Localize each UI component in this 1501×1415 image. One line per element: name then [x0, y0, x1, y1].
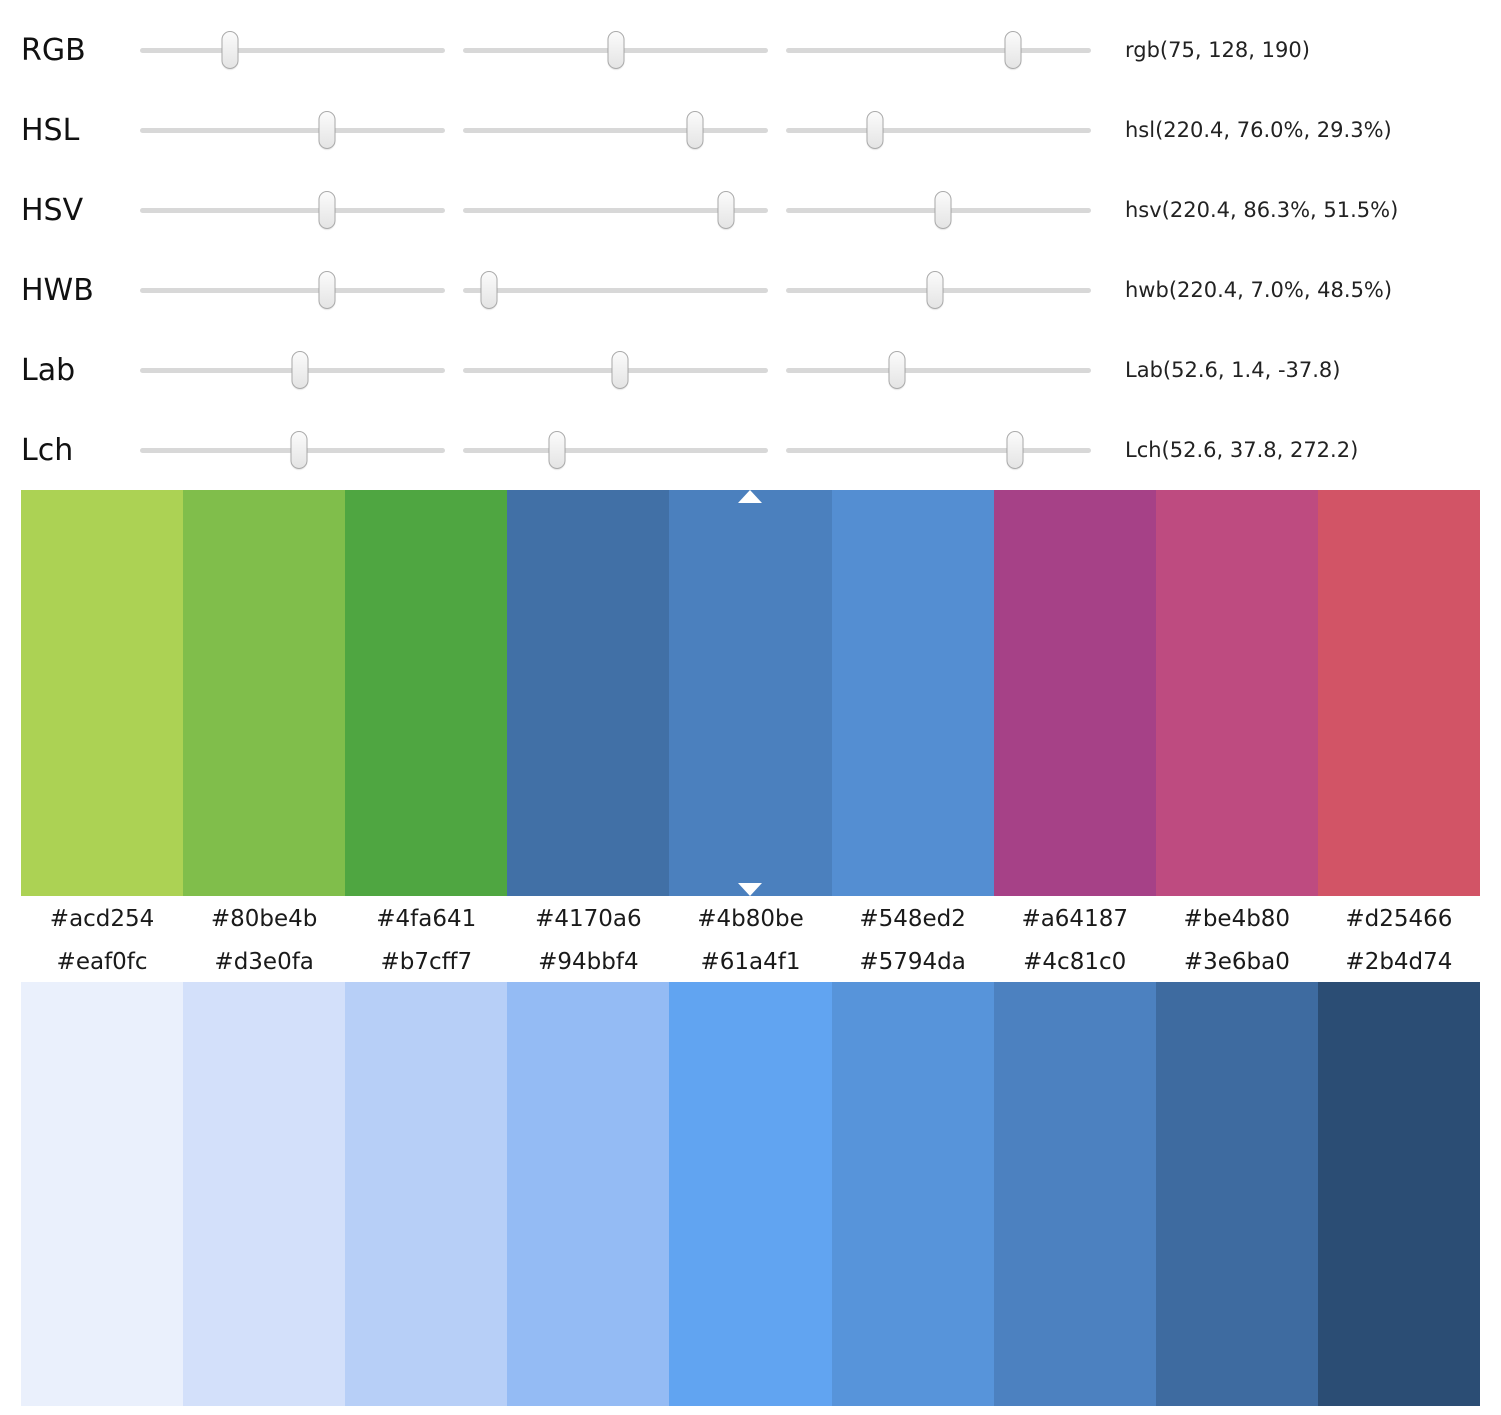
color-swatch[interactable]	[345, 490, 508, 896]
slider-thumb-2[interactable]	[717, 191, 735, 229]
slider-thumb-3[interactable]	[888, 351, 906, 389]
slider-thumb-1[interactable]	[290, 431, 308, 469]
color-swatch[interactable]	[993, 982, 1156, 1406]
hex-code-label: #eaf0fc	[56, 949, 148, 975]
color-value-text: Lab(52.6, 1.4, -37.8)	[1125, 358, 1341, 382]
slider-track-3[interactable]	[786, 188, 1091, 232]
colorspace-label: HSL	[21, 112, 80, 148]
slider-thumb-3[interactable]	[926, 271, 944, 309]
colorspace-label: HSV	[21, 192, 84, 228]
slider-row-hsl: HSL hsl(220.4, 76.0%, 29.3%)	[21, 90, 1501, 170]
colorspace-label: HWB	[21, 272, 94, 308]
hex-code-label: #4b80be	[697, 906, 804, 932]
slider-track-2[interactable]	[463, 188, 768, 232]
lightness-hex-labels: #eaf0fc #d3e0fa #b7cff7 #94bbf4 #61a4f1 …	[21, 942, 1480, 982]
color-swatch[interactable]	[507, 982, 670, 1406]
colorspace-label: Lab	[21, 352, 76, 388]
slider-thumb-1[interactable]	[318, 111, 336, 149]
slider-track-3[interactable]	[786, 348, 1091, 392]
selected-swatch-marker-top-icon	[738, 490, 763, 503]
slider-row-lab: Lab Lab(52.6, 1.4, -37.8)	[21, 330, 1501, 410]
slider-thumb-3[interactable]	[866, 111, 884, 149]
hex-code-label: #80be4b	[210, 906, 318, 932]
slider-thumb-3[interactable]	[1006, 431, 1024, 469]
color-value-text: hsl(220.4, 76.0%, 29.3%)	[1125, 118, 1392, 142]
slider-thumb-2[interactable]	[548, 431, 566, 469]
slider-track-3[interactable]	[786, 108, 1091, 152]
selected-swatch-marker-bottom-icon	[738, 883, 763, 896]
hex-code-label: #4170a6	[535, 906, 642, 932]
color-swatch[interactable]	[1317, 982, 1480, 1406]
color-value-text: hsv(220.4, 86.3%, 51.5%)	[1125, 198, 1399, 222]
color-swatch[interactable]	[831, 490, 994, 896]
slider-track-3[interactable]	[786, 28, 1091, 72]
slider-track-1[interactable]	[140, 108, 445, 152]
color-swatch[interactable]	[1317, 490, 1480, 896]
hex-code-label: #be4b80	[1183, 906, 1291, 932]
slider-thumb-2[interactable]	[480, 271, 498, 309]
color-swatch[interactable]	[831, 982, 994, 1406]
slider-thumb-2[interactable]	[611, 351, 629, 389]
color-sliders-panel: RGB rgb(75, 128, 190) HSL hsl(220.4, 76.…	[0, 0, 1501, 490]
slider-thumb-1[interactable]	[318, 191, 336, 229]
color-swatch[interactable]	[669, 982, 832, 1406]
lightness-palette	[21, 982, 1480, 1406]
hex-code-label: #5794da	[859, 949, 966, 975]
slider-track-2[interactable]	[463, 428, 768, 472]
slider-track-3[interactable]	[786, 428, 1091, 472]
color-value-text: rgb(75, 128, 190)	[1125, 38, 1310, 62]
colorspace-label: Lch	[21, 432, 74, 468]
slider-row-hsv: HSV hsv(220.4, 86.3%, 51.5%)	[21, 170, 1501, 250]
slider-track-1[interactable]	[140, 428, 445, 472]
slider-thumb-1[interactable]	[221, 31, 239, 69]
slider-thumb-1[interactable]	[291, 351, 309, 389]
hue-hex-labels: #acd254 #80be4b #4fa641 #4170a6 #4b80be …	[21, 896, 1480, 942]
slider-track-2[interactable]	[463, 268, 768, 312]
color-value-text: hwb(220.4, 7.0%, 48.5%)	[1125, 278, 1393, 302]
slider-track-1[interactable]	[140, 28, 445, 72]
slider-row-hwb: HWB hwb(220.4, 7.0%, 48.5%)	[21, 250, 1501, 330]
hex-code-label: #d25466	[1345, 906, 1453, 932]
color-swatch[interactable]	[993, 490, 1156, 896]
hex-code-label: #3e6ba0	[1183, 949, 1290, 975]
color-swatch[interactable]	[507, 490, 670, 896]
color-swatch[interactable]	[183, 490, 346, 896]
color-swatch[interactable]	[345, 982, 508, 1406]
slider-track-2[interactable]	[463, 348, 768, 392]
hex-code-label: #61a4f1	[700, 949, 801, 975]
color-swatch[interactable]	[21, 982, 184, 1406]
colorspace-label: RGB	[21, 32, 86, 68]
slider-track-1[interactable]	[140, 188, 445, 232]
color-swatch[interactable]	[1155, 982, 1318, 1406]
hex-code-label: #2b4d74	[1345, 949, 1453, 975]
slider-row-lch: Lch Lch(52.6, 37.8, 272.2)	[21, 410, 1501, 490]
hex-code-label: #4fa641	[376, 906, 477, 932]
hue-palette	[21, 490, 1480, 896]
slider-thumb-2[interactable]	[607, 31, 625, 69]
slider-track-2[interactable]	[463, 108, 768, 152]
hex-code-label: #94bbf4	[538, 949, 639, 975]
slider-track-2[interactable]	[463, 28, 768, 72]
color-value-text: Lch(52.6, 37.8, 272.2)	[1125, 438, 1359, 462]
slider-thumb-1[interactable]	[318, 271, 336, 309]
hex-code-label: #548ed2	[859, 906, 966, 932]
hex-code-label: #4c81c0	[1023, 949, 1127, 975]
hex-code-label: #d3e0fa	[214, 949, 314, 975]
hex-code-label: #acd254	[49, 906, 155, 932]
color-swatch[interactable]	[21, 490, 184, 896]
slider-thumb-3[interactable]	[934, 191, 952, 229]
hex-code-label: #a64187	[1021, 906, 1128, 932]
slider-track-3[interactable]	[786, 268, 1091, 312]
hex-code-label: #b7cff7	[380, 949, 473, 975]
slider-thumb-3[interactable]	[1004, 31, 1022, 69]
slider-row-rgb: RGB rgb(75, 128, 190)	[21, 10, 1501, 90]
slider-track-1[interactable]	[140, 268, 445, 312]
color-swatch[interactable]	[1155, 490, 1318, 896]
color-swatch[interactable]	[183, 982, 346, 1406]
slider-thumb-2[interactable]	[686, 111, 704, 149]
color-swatch-selected[interactable]	[669, 490, 832, 896]
slider-track-1[interactable]	[140, 348, 445, 392]
